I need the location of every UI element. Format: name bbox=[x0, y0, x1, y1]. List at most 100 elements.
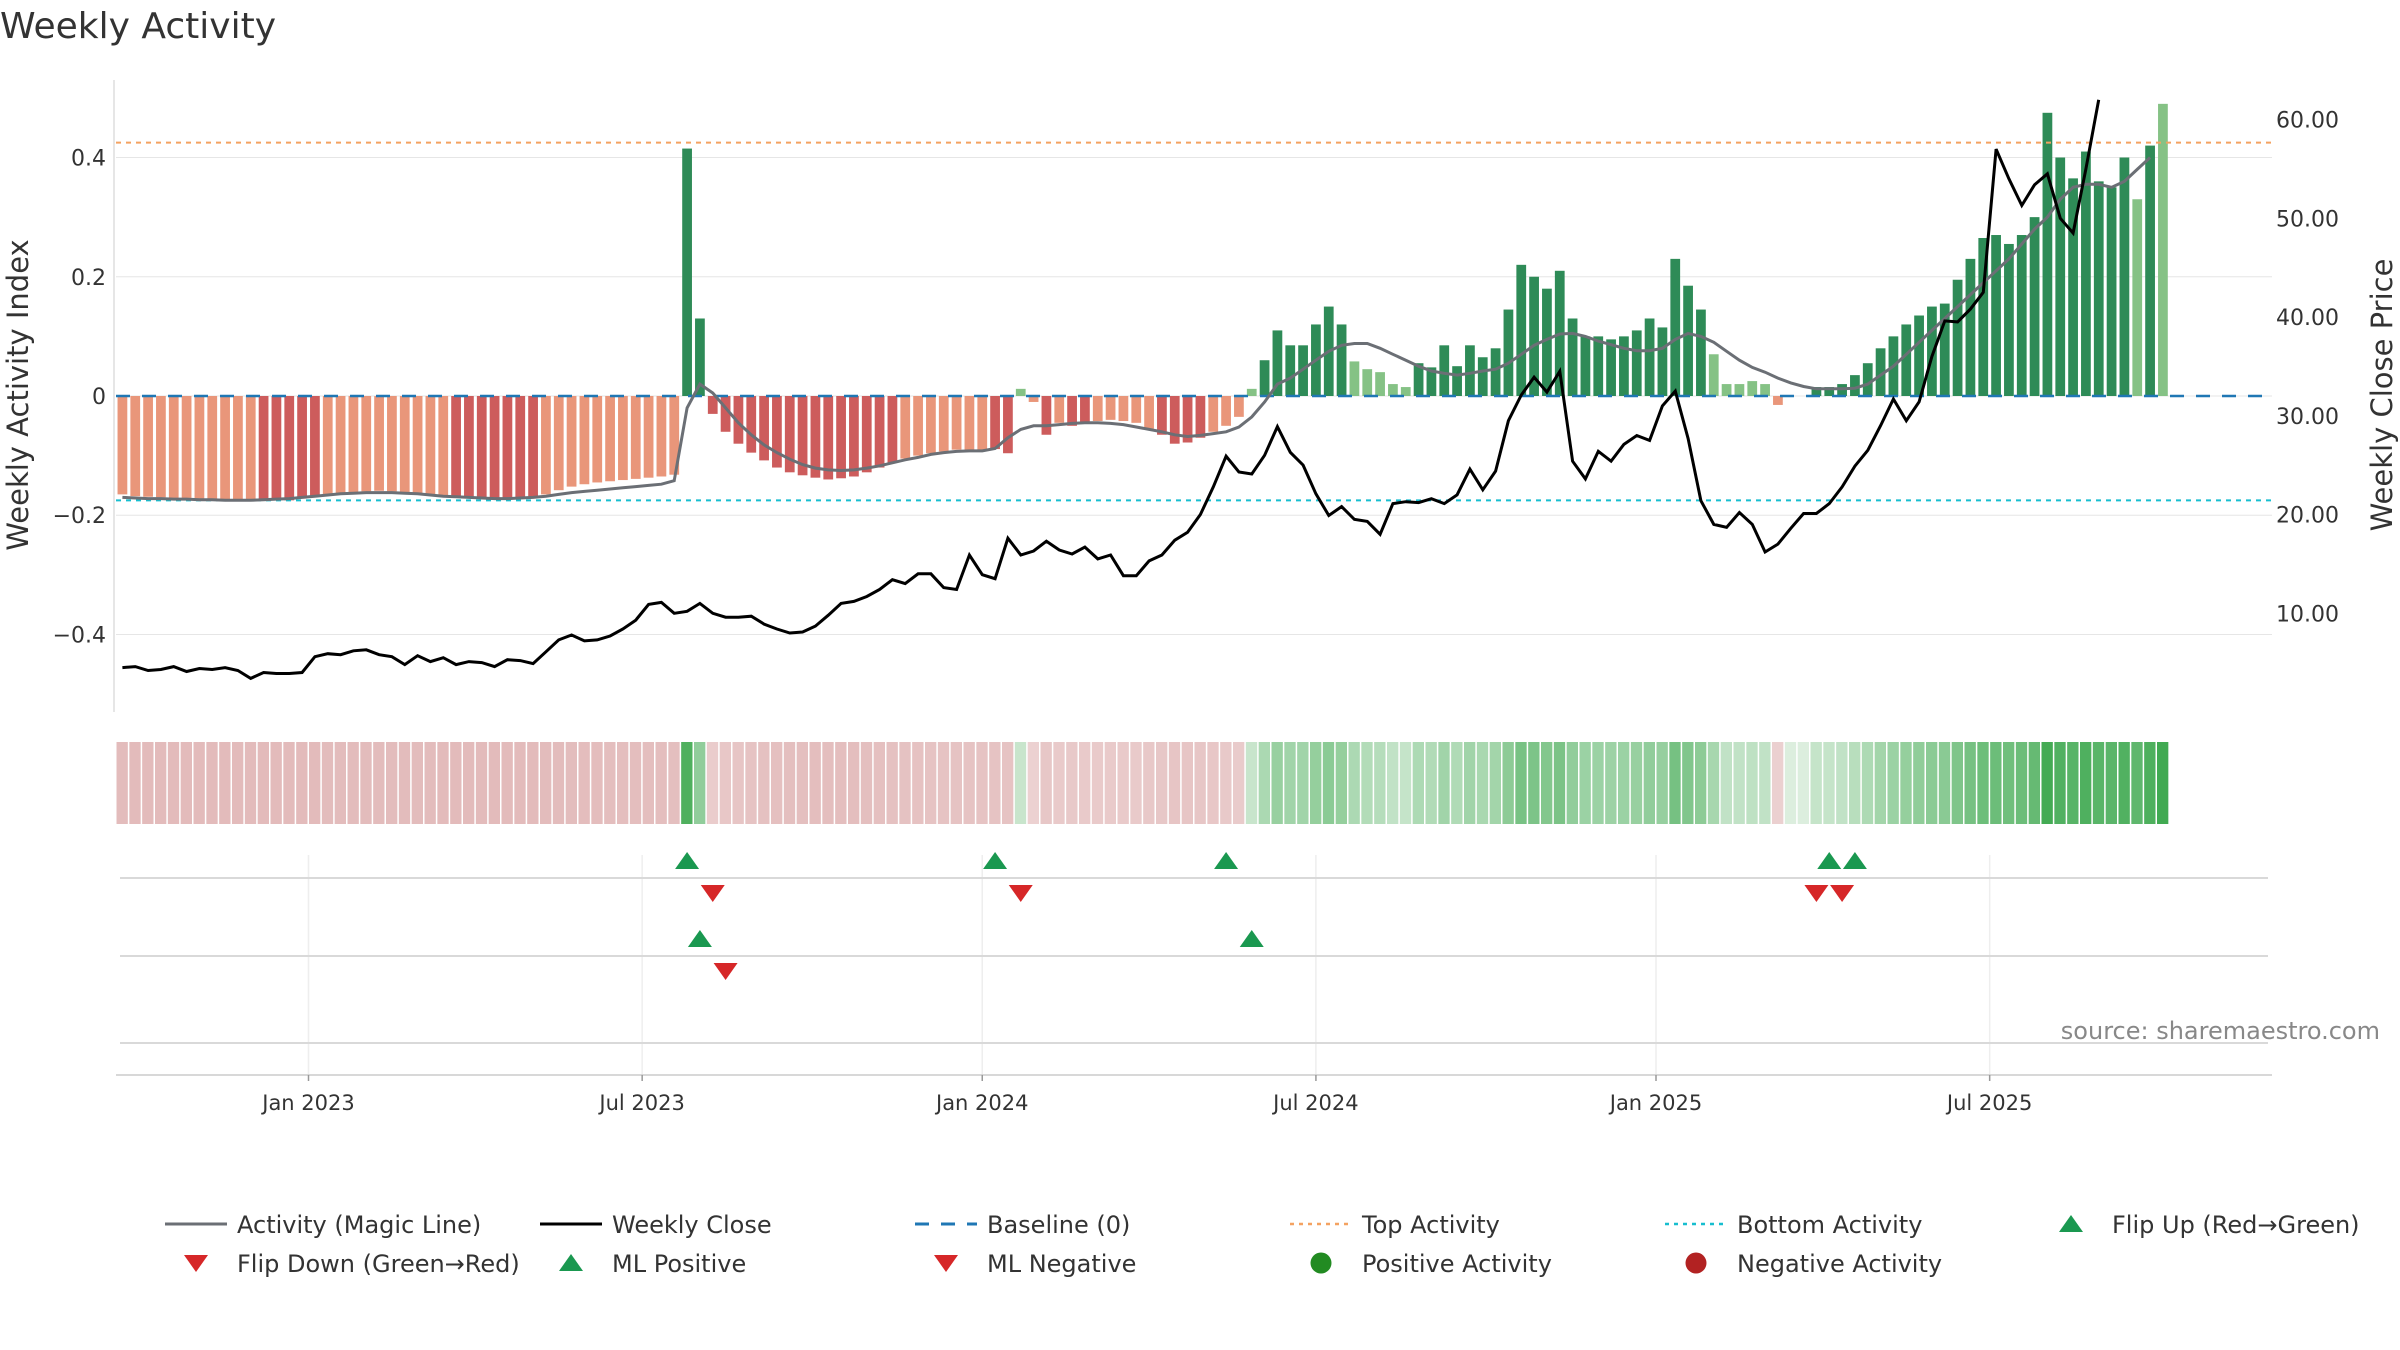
activity-bar bbox=[387, 396, 397, 492]
activity-bar bbox=[117, 396, 128, 495]
y-tick-label-left: −0.2 bbox=[53, 504, 106, 529]
heat-cell bbox=[296, 742, 308, 824]
legend-item-flip-up-red-green-swatch bbox=[2059, 1215, 2083, 1232]
legend-item-bottom-activity: Bottom Activity bbox=[1665, 1211, 1922, 1239]
y-tick-label-right: 40.00 bbox=[2276, 306, 2339, 331]
activity-bar bbox=[1927, 306, 1937, 396]
heat-cell bbox=[347, 742, 359, 824]
y-tick-label-left: −0.4 bbox=[53, 623, 106, 648]
activity-bar bbox=[1901, 324, 1912, 396]
activity-bar bbox=[1734, 384, 1745, 396]
source-attribution: source: sharemaestro.com bbox=[2061, 1017, 2380, 1045]
heat-cell bbox=[1258, 742, 1270, 824]
heat-cell bbox=[1002, 742, 1014, 824]
activity-bar bbox=[1670, 258, 1681, 396]
heat-cell bbox=[1464, 742, 1476, 824]
heat-cell bbox=[1515, 742, 1527, 824]
heat-cell bbox=[501, 742, 513, 824]
activity-bar bbox=[1606, 339, 1616, 396]
heat-cell bbox=[629, 742, 642, 824]
heat-cell bbox=[1374, 742, 1386, 824]
activity-bar bbox=[1490, 348, 1501, 396]
activity-bars bbox=[117, 103, 2168, 501]
heat-cell bbox=[591, 742, 603, 824]
activity-bar bbox=[1234, 396, 1244, 417]
activity-bar bbox=[682, 148, 692, 396]
heat-cell bbox=[1541, 742, 1553, 824]
x-tick-label: Jan 2024 bbox=[934, 1091, 1029, 1115]
heat-cell bbox=[706, 742, 719, 824]
activity-bar bbox=[1811, 387, 1822, 396]
heat-cell bbox=[771, 742, 783, 824]
activity-bar bbox=[887, 396, 898, 463]
activity-bar bbox=[1657, 327, 1668, 396]
activity-bar bbox=[1747, 381, 1758, 396]
heat-cell bbox=[1143, 742, 1155, 824]
activity-bar bbox=[1760, 384, 1770, 396]
heat-cell bbox=[2003, 742, 2015, 824]
activity-bar bbox=[951, 396, 962, 450]
activity-bar bbox=[1041, 396, 1052, 435]
activity-bar bbox=[1157, 396, 1167, 435]
legend-item-positive-activity-label: Positive Activity bbox=[1362, 1250, 1552, 1278]
heat-cell bbox=[1053, 742, 1065, 824]
activity-bar bbox=[2042, 112, 2053, 396]
heat-cell bbox=[809, 742, 821, 824]
legend-item-positive-activity-swatch bbox=[1310, 1252, 1332, 1274]
y-tick-label-left: 0.2 bbox=[71, 266, 106, 291]
heat-cell bbox=[1656, 742, 1668, 824]
heat-cell bbox=[1181, 742, 1193, 824]
heat-cell bbox=[617, 742, 629, 824]
activity-bar bbox=[1631, 330, 1642, 396]
activity-bar bbox=[1067, 396, 1077, 426]
activity-bar bbox=[1850, 375, 1860, 396]
heat-cell bbox=[925, 742, 937, 824]
activity-bar bbox=[746, 396, 757, 453]
legend-item-weekly-close-label: Weekly Close bbox=[612, 1211, 772, 1239]
activity-bar bbox=[759, 396, 769, 461]
activity-bar bbox=[130, 396, 141, 497]
flip-down-marker bbox=[700, 885, 725, 902]
heat-cell bbox=[1502, 742, 1514, 824]
heat-cell bbox=[1772, 742, 1784, 824]
heat-cell bbox=[886, 742, 898, 824]
heat-cell bbox=[1451, 742, 1463, 824]
activity-bar bbox=[1439, 345, 1450, 396]
activity-bar bbox=[1721, 384, 1732, 396]
activity-bar bbox=[476, 396, 487, 499]
activity-bar bbox=[451, 396, 461, 497]
activity-bar bbox=[1413, 363, 1424, 396]
heat-cell bbox=[155, 742, 167, 824]
heat-cell bbox=[1746, 742, 1758, 824]
activity-bar bbox=[1426, 367, 1437, 396]
legend-item-top-activity: Top Activity bbox=[1290, 1211, 1500, 1239]
heat-cell bbox=[514, 742, 526, 824]
activity-bar bbox=[156, 396, 166, 498]
legend-item-flip-up-red-green: Flip Up (Red→Green) bbox=[2059, 1211, 2360, 1239]
heat-cell bbox=[167, 742, 180, 824]
legend-item-negative-activity-swatch bbox=[1685, 1252, 1707, 1274]
legend-item-positive-activity: Positive Activity bbox=[1310, 1250, 1552, 1278]
activity-bar bbox=[348, 396, 359, 492]
activity-bar bbox=[1914, 315, 1924, 396]
heat-cell bbox=[424, 742, 436, 824]
activity-bar bbox=[579, 396, 590, 485]
activity-bar bbox=[1272, 330, 1283, 396]
activity-bar bbox=[1144, 396, 1154, 429]
heat-cell bbox=[1027, 742, 1039, 824]
activity-bar bbox=[2068, 178, 2078, 396]
heat-cell bbox=[1387, 742, 1399, 824]
heat-cell bbox=[1964, 742, 1976, 824]
heat-cell bbox=[1720, 742, 1732, 824]
heat-cell bbox=[1733, 742, 1745, 824]
activity-bar bbox=[425, 396, 436, 495]
activity-bar bbox=[1503, 309, 1514, 396]
legend-item-negative-activity: Negative Activity bbox=[1685, 1250, 1942, 1278]
activity-bar bbox=[1336, 324, 1347, 396]
heat-cell bbox=[2041, 742, 2053, 824]
heat-cell bbox=[257, 742, 269, 824]
chart-title: Weekly Activity bbox=[0, 6, 276, 47]
activity-bar bbox=[1644, 318, 1655, 396]
activity-bar bbox=[1092, 396, 1103, 422]
activity-bar bbox=[553, 396, 564, 491]
